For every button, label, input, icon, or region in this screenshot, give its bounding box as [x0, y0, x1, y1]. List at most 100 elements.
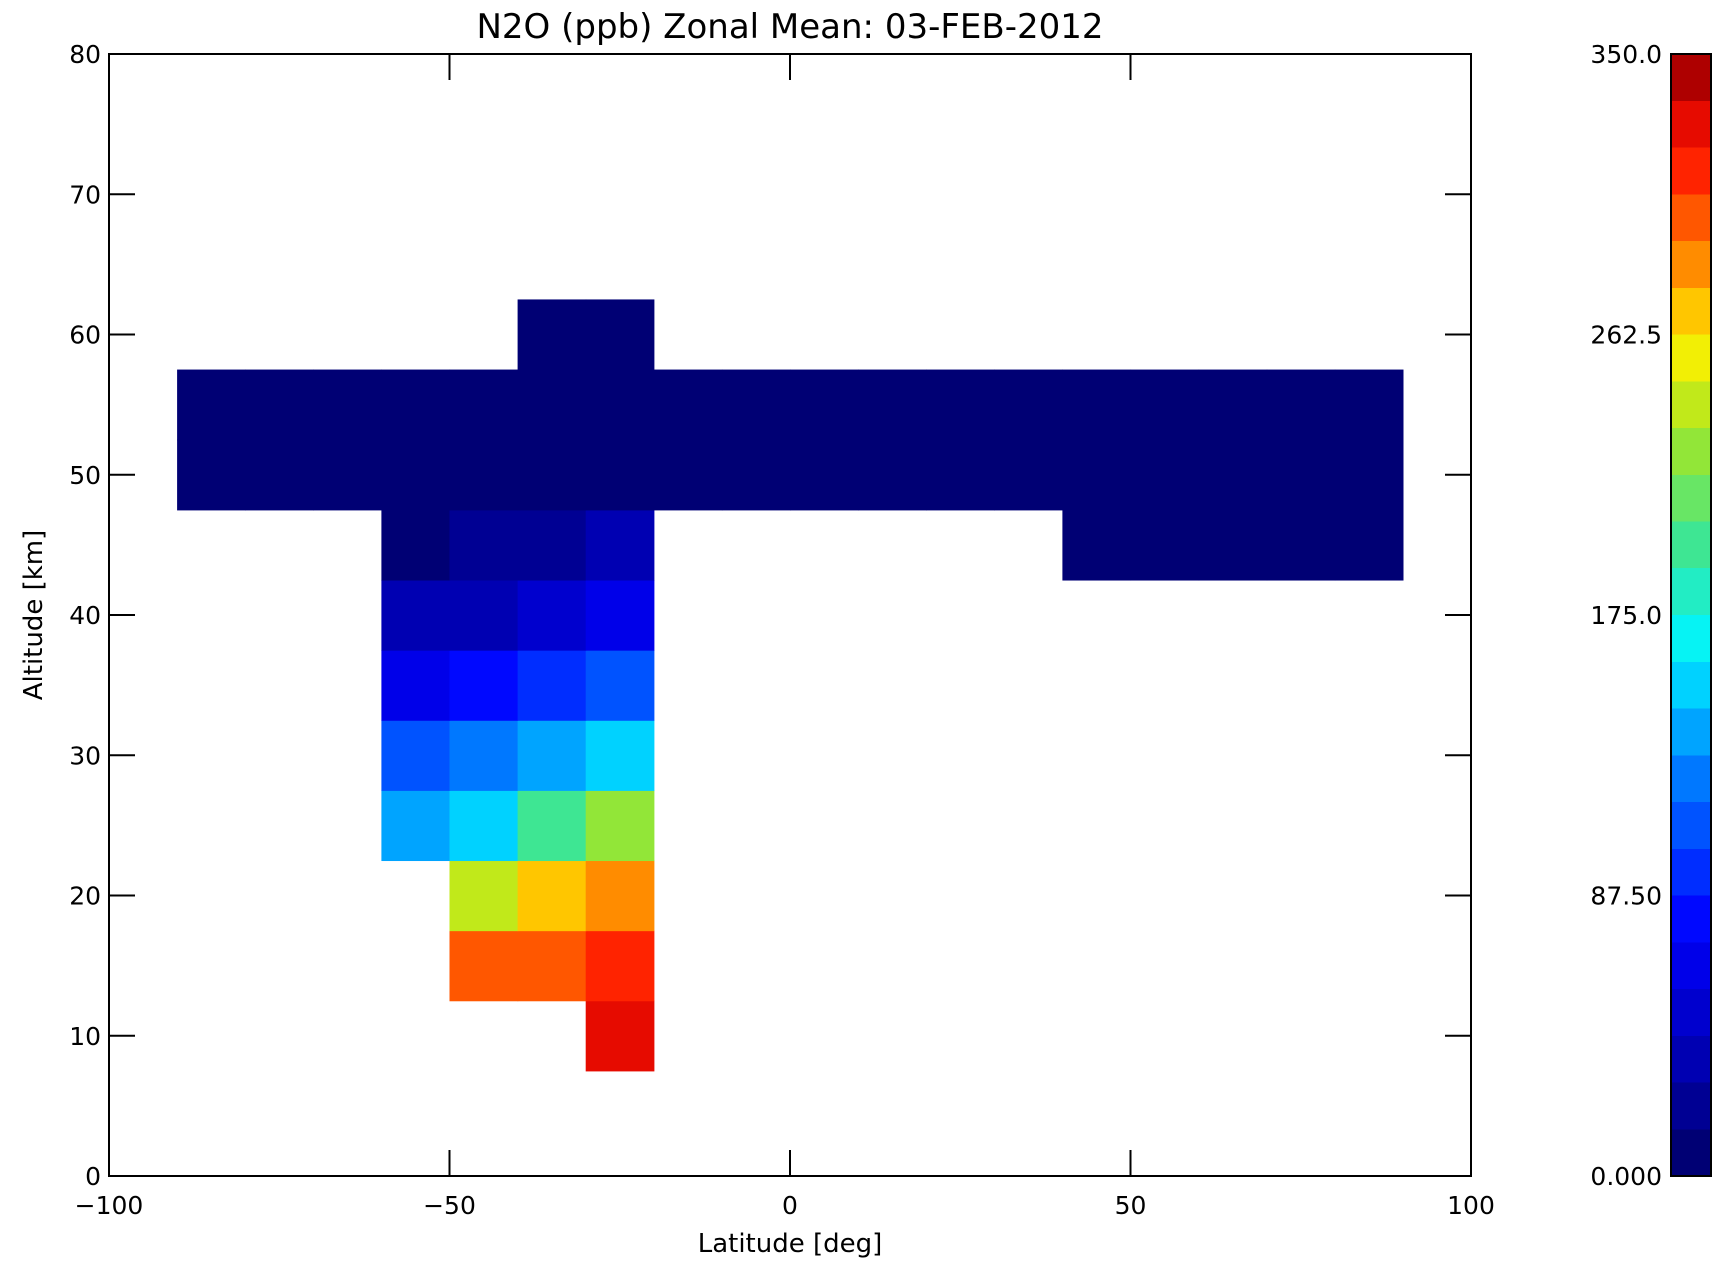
heatmap-cell — [381, 579, 451, 651]
y-tick-label: 70 — [69, 180, 101, 209]
heatmap-cell — [858, 439, 927, 511]
heatmap-cell — [449, 650, 519, 721]
y-tick-label: 30 — [69, 741, 101, 770]
heatmap-cell — [1130, 509, 1200, 581]
x-tick-label: −50 — [423, 1191, 476, 1220]
heatmap-cell — [517, 579, 587, 651]
x-tick-label: −100 — [75, 1191, 144, 1220]
heatmap-cell — [517, 650, 587, 721]
chart-title: N2O (ppb) Zonal Mean: 03-FEB-2012 — [476, 7, 1103, 47]
heatmap-cell — [449, 790, 519, 862]
heatmap-cell — [177, 439, 246, 511]
heatmap-cell — [245, 369, 314, 441]
heatmap-cell — [1198, 509, 1268, 581]
heatmap-cell — [1266, 509, 1336, 581]
heatmap-cells — [177, 299, 1404, 1072]
heatmap-cell — [653, 369, 723, 441]
x-tick-label: 100 — [1447, 1191, 1495, 1220]
heatmap-cell — [653, 439, 723, 511]
heatmap-cell — [381, 439, 451, 511]
heatmap-cell — [517, 790, 587, 862]
heatmap-cell — [585, 369, 655, 441]
heatmap-cell — [449, 860, 519, 932]
heatmap-cell — [585, 1000, 655, 1072]
heatmap-cell — [1334, 509, 1404, 581]
heatmap-cell — [721, 439, 791, 511]
x-axis-ticks: −100 −50 0 50 100 — [75, 54, 1495, 1220]
heatmap-cell — [517, 860, 587, 932]
heatmap-cell — [381, 509, 451, 581]
heatmap-cell — [1062, 369, 1132, 441]
heatmap-cell — [585, 720, 655, 791]
colorbar-tick-label: 175.0 — [1590, 601, 1662, 630]
heatmap-cell — [381, 720, 451, 791]
colorbar-gradient — [1670, 53, 1712, 1177]
heatmap-cell — [517, 299, 587, 371]
heatmap-cell — [1334, 369, 1404, 441]
heatmap-cell — [517, 720, 587, 791]
heatmap-cell — [585, 509, 655, 581]
colorbar-tick-label: 87.50 — [1590, 882, 1662, 911]
heatmap-cell — [313, 369, 382, 441]
x-tick-label: 50 — [1115, 1191, 1147, 1220]
heatmap-cell — [449, 509, 519, 581]
y-tick-label: 40 — [69, 601, 101, 630]
heatmap-cell — [1130, 369, 1200, 441]
heatmap-cell — [381, 650, 451, 721]
y-axis-ticks: 0 10 20 30 40 50 60 70 80 — [69, 40, 1471, 1191]
heatmap-cell — [585, 790, 655, 862]
heatmap-cell — [585, 579, 655, 651]
plot-frame — [108, 53, 1472, 1177]
heatmap-cell — [585, 860, 655, 932]
heatmap-cell — [1062, 509, 1132, 581]
heatmap-cell — [1266, 439, 1336, 511]
heatmap-cell — [313, 439, 382, 511]
heatmap-cell — [790, 439, 859, 511]
colorbar-tick-label: 262.5 — [1590, 321, 1662, 350]
heatmap-cell — [1130, 439, 1200, 511]
heatmap-cell — [449, 439, 519, 511]
colorbar-tick-label: 0.000 — [1590, 1162, 1662, 1191]
heatmap-cell — [517, 509, 587, 581]
heatmap-cell — [381, 790, 451, 862]
heatmap-cell — [1198, 369, 1268, 441]
heatmap-cell — [585, 930, 655, 1002]
heatmap-cell — [721, 369, 791, 441]
heatmap-cell — [858, 369, 927, 441]
heatmap-cell — [994, 439, 1063, 511]
y-tick-label: 10 — [69, 1022, 101, 1051]
y-tick-label: 50 — [69, 461, 101, 490]
heatmap-cell — [177, 369, 246, 441]
y-tick-label: 80 — [69, 40, 101, 69]
heatmap-cell — [585, 439, 655, 511]
heatmap-cell — [449, 369, 519, 441]
colorbar-labels: 0.000 87.50 175.0 262.5 350.0 — [1590, 40, 1662, 1191]
heatmap-cell — [517, 369, 587, 441]
x-tick-label: 0 — [782, 1191, 798, 1220]
heatmap-cell — [994, 369, 1063, 441]
heatmap-cell — [381, 369, 451, 441]
heatmap-cell — [517, 930, 587, 1002]
heatmap-cell — [1198, 439, 1268, 511]
heatmap-cell — [449, 579, 519, 651]
colorbar-tick-label: 350.0 — [1590, 40, 1662, 69]
heatmap-cell — [790, 369, 859, 441]
y-tick-label: 0 — [85, 1162, 101, 1191]
heatmap-cell — [245, 439, 314, 511]
heatmap-cell — [1266, 369, 1336, 441]
heatmap-cell — [926, 369, 995, 441]
heatmap-cell — [517, 439, 587, 511]
heatmap-cell — [449, 930, 519, 1002]
y-tick-label: 60 — [69, 321, 101, 350]
y-axis-title: Altitude [km] — [19, 530, 49, 701]
heatmap-cell — [449, 720, 519, 791]
heatmap-cell — [585, 650, 655, 721]
heatmap-cell — [1062, 439, 1132, 511]
colorbar: 0.000 87.50 175.0 262.5 350.0 — [1590, 40, 1712, 1191]
heatmap-cell — [1334, 439, 1404, 511]
x-axis-title: Latitude [deg] — [698, 1229, 883, 1259]
heatmap-cell — [926, 439, 995, 511]
heatmap-cell — [585, 299, 655, 371]
